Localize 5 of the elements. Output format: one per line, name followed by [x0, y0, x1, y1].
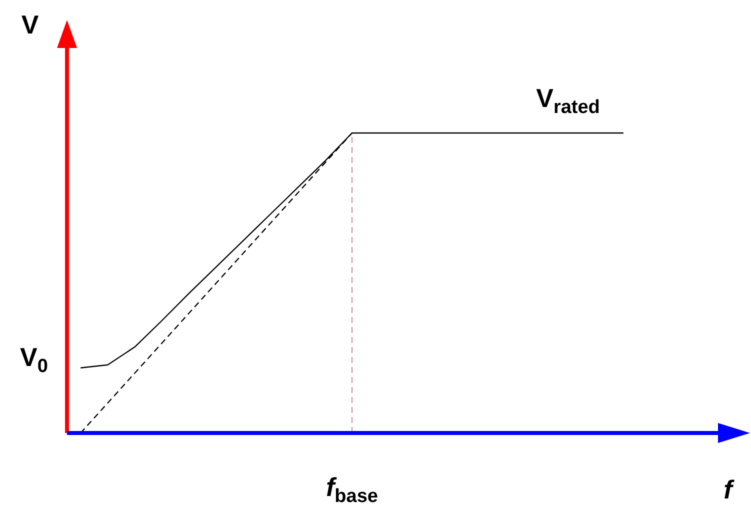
x-axis-title: f: [724, 474, 732, 506]
text: V$_{0}$: [20, 342, 48, 378]
text: f$_{base}$: [326, 472, 378, 508]
annotation: V$_{rated}$: [536, 82, 600, 120]
y-axis-title: V: [21, 10, 39, 40]
